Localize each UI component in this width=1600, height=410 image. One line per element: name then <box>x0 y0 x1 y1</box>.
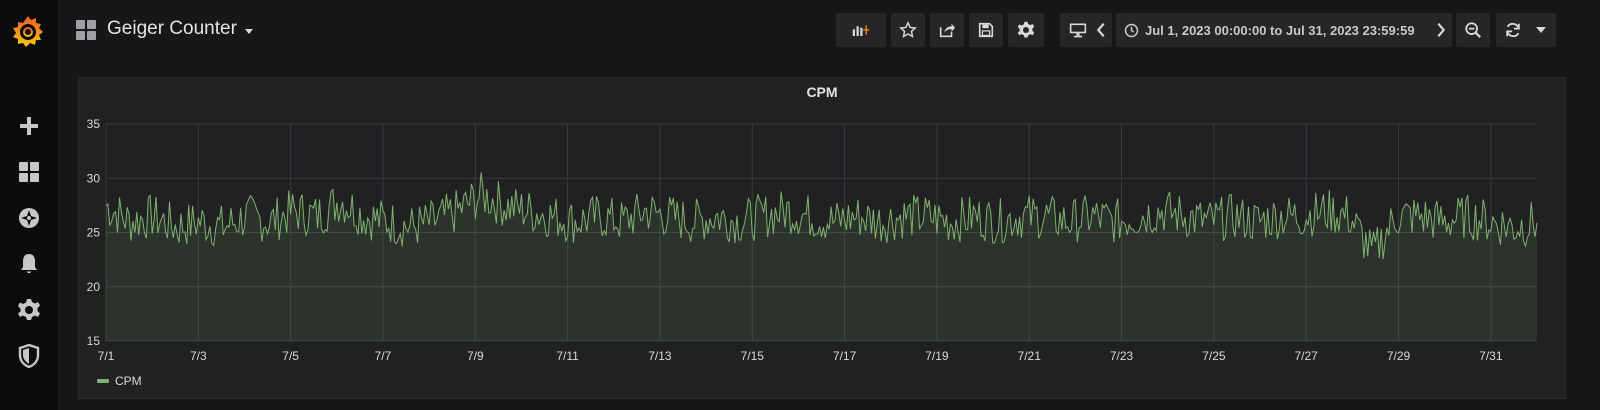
x-tick-label: 7/11 <box>556 349 579 363</box>
x-tick-label: 7/25 <box>1202 349 1226 363</box>
top-navigation: Geiger Counter <box>58 0 1600 62</box>
shield-icon <box>18 344 40 368</box>
x-tick-label: 7/9 <box>467 349 484 363</box>
x-tick-label: 7/17 <box>833 349 857 363</box>
refresh-button[interactable] <box>1496 13 1556 47</box>
tv-mode-icon <box>1069 23 1087 38</box>
save-button[interactable] <box>969 13 1003 47</box>
y-tick-label: 25 <box>87 226 101 240</box>
zoom-out-button[interactable] <box>1456 13 1490 47</box>
bell-icon <box>21 254 37 274</box>
add-panel-button[interactable] <box>836 13 886 47</box>
y-tick-label: 35 <box>87 117 101 131</box>
time-forward-button[interactable] <box>1430 13 1452 47</box>
sidebar-item-server-admin[interactable] <box>9 336 49 376</box>
plus-icon <box>20 117 38 135</box>
star-icon <box>899 21 917 38</box>
dashboard-grid-icon <box>76 20 96 40</box>
dashboard-title-picker[interactable]: Geiger Counter <box>107 18 253 40</box>
x-tick-label: 7/13 <box>648 349 672 363</box>
x-tick-label: 7/1 <box>98 349 115 363</box>
y-tick-label: 20 <box>87 280 101 294</box>
x-tick-label: 7/29 <box>1387 349 1411 363</box>
y-tick-label: 15 <box>87 334 101 348</box>
legend-item-cpm[interactable]: CPM <box>97 374 142 388</box>
star-button[interactable] <box>891 13 925 47</box>
panel-title[interactable]: CPM <box>806 84 838 100</box>
x-tick-label: 7/23 <box>1110 349 1134 363</box>
sidebar <box>0 0 58 410</box>
refresh-icon <box>1506 22 1520 38</box>
sidebar-item-configuration[interactable] <box>9 290 49 330</box>
x-tick-label: 7/7 <box>375 349 392 363</box>
dashboards-icon <box>19 162 39 182</box>
save-icon <box>978 22 994 38</box>
x-tick-label: 7/15 <box>741 349 765 363</box>
x-tick-label: 7/5 <box>282 349 299 363</box>
add-panel-icon <box>852 25 870 36</box>
share-button[interactable] <box>930 13 964 47</box>
graph-panel: CPM 15 20 25 30 35 7/1 7/3 7/5 7/7 7/9 7/11 7/13 7/1… <box>78 77 1566 399</box>
chevron-down-icon[interactable] <box>1536 27 1546 33</box>
x-tick-label: 7/3 <box>190 349 207 363</box>
series-cpm-area <box>106 172 1537 341</box>
gear-icon <box>18 299 40 320</box>
legend-swatch <box>97 379 109 383</box>
x-tick-label: 7/27 <box>1295 349 1319 363</box>
page-title: Geiger Counter <box>107 18 237 39</box>
share-icon <box>939 23 956 38</box>
sidebar-item-alerting[interactable] <box>9 244 49 284</box>
settings-icon <box>1017 21 1035 38</box>
time-back-icon <box>1096 22 1105 38</box>
cpm-chart[interactable]: 15 20 25 30 35 7/1 7/3 7/5 7/7 7/9 7/11 7/13 7/15 7/1… <box>79 78 1567 400</box>
dashboard-settings-button[interactable] <box>1008 13 1044 47</box>
legend-label: CPM <box>115 374 142 388</box>
time-range-label: Jul 1, 2023 00:00:00 to Jul 31, 2023 23:… <box>1145 22 1415 38</box>
compass-icon <box>19 208 39 228</box>
time-range-picker[interactable]: Jul 1, 2023 00:00:00 to Jul 31, 2023 23:… <box>1116 13 1452 47</box>
sidebar-item-create[interactable] <box>9 106 49 146</box>
grafana-logo-icon[interactable] <box>8 12 48 52</box>
x-tick-label: 7/31 <box>1479 349 1503 363</box>
y-tick-label: 30 <box>87 171 101 185</box>
x-tick-label: 7/19 <box>925 349 949 363</box>
clock-icon <box>1124 23 1139 37</box>
x-tick-label: 7/21 <box>1018 349 1042 363</box>
series-cpm-line <box>105 172 1538 260</box>
time-back-button[interactable] <box>1090 13 1112 47</box>
time-forward-icon <box>1437 22 1446 38</box>
caret-down-icon <box>244 28 253 34</box>
zoom-out-icon <box>1465 22 1481 38</box>
sidebar-item-dashboards[interactable] <box>9 152 49 192</box>
sidebar-item-explore[interactable] <box>9 198 49 238</box>
